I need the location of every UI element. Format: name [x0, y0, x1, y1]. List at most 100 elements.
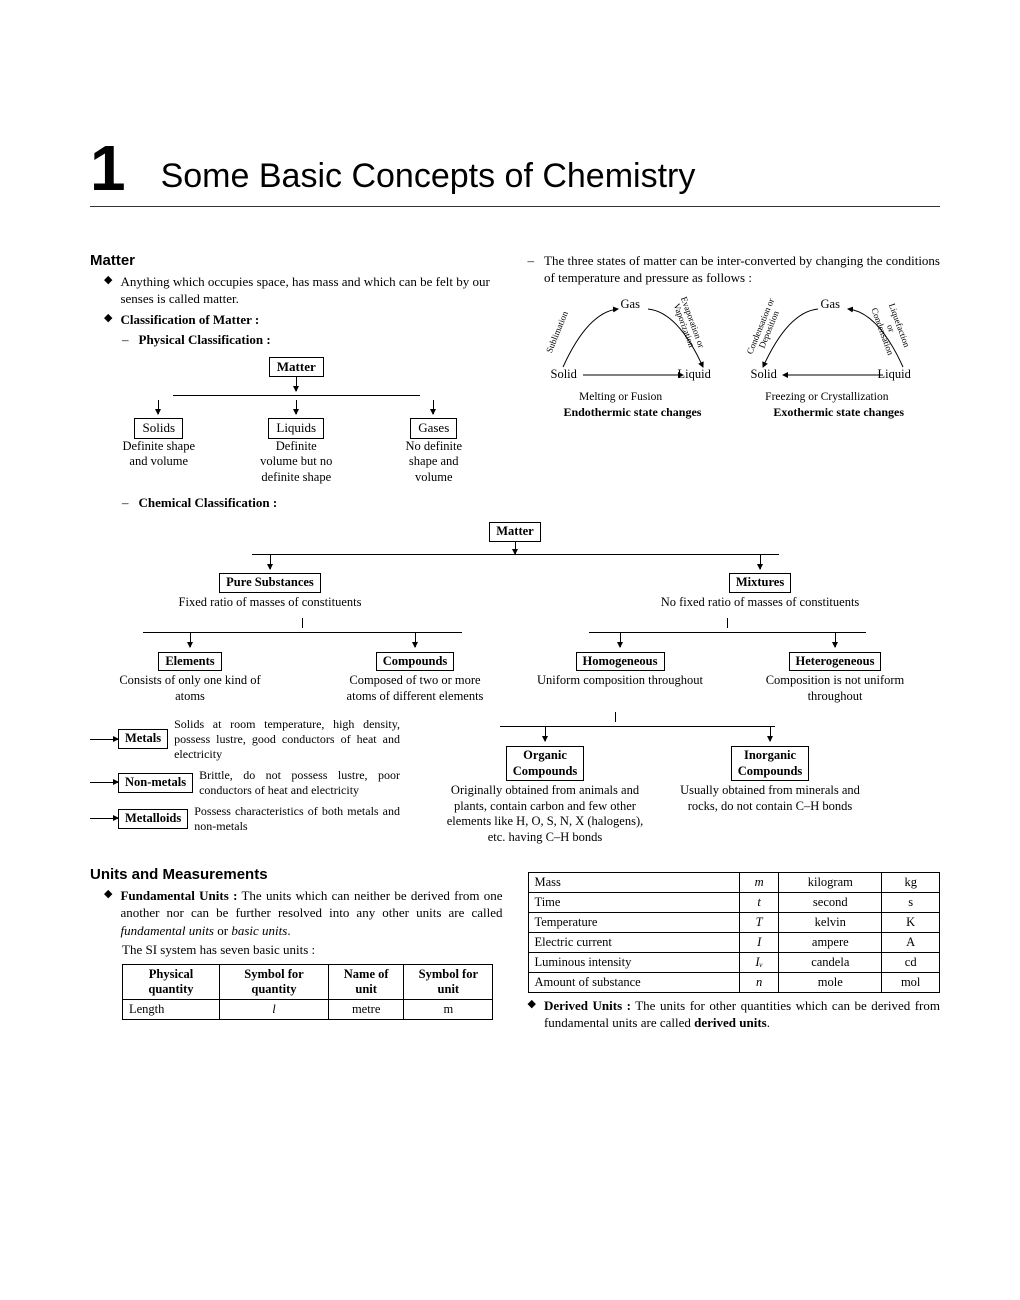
diamond-bullet-icon: ◆ — [104, 887, 112, 940]
phys-heading-item: – Physical Classification : — [90, 331, 503, 349]
solid-label: Solid — [551, 367, 577, 382]
mix-box: Mixtures — [729, 573, 791, 593]
nonmetals-row: Non-metals Brittle, do not possess lustr… — [90, 768, 400, 798]
gas-label-2: Gas — [821, 297, 840, 312]
compounds-children: OrganicCompounds Originally obtained fro… — [400, 711, 940, 846]
cell-unit: second — [779, 892, 882, 912]
dash-bullet-icon: – — [528, 252, 535, 287]
states-intro-text: The three states of matter can be inter-… — [544, 252, 940, 287]
derived-label: Derived Units : — [544, 998, 631, 1013]
state-captions: Melting or Fusion Freezing or Crystalliz… — [528, 389, 941, 420]
th-quantity: Physical quantity — [123, 965, 220, 1000]
elements-box: Elements — [158, 652, 221, 672]
mix-children: Homogeneous Uniform composition througho… — [515, 617, 940, 705]
chem-root-row: Matter — [90, 522, 940, 542]
left-column: Matter ◆ Anything which occupies space, … — [90, 252, 503, 514]
state-change-diagram: Gas Solid Liquid Sublimation Evaporation… — [528, 297, 941, 427]
pure-box: Pure Substances — [219, 573, 321, 593]
cell-symbol: Iᵥ — [740, 952, 779, 972]
cell-symbol: l — [219, 1000, 328, 1020]
phys-heading-text: Physical Classification : — [139, 331, 271, 349]
elements-children: Metals Solids at room temperature, high … — [90, 711, 400, 846]
physical-states-row: Solids Definite shape and volume Liquids… — [90, 400, 503, 486]
cell-unit-symbol: cd — [882, 952, 940, 972]
arrow-right-icon — [90, 768, 118, 798]
class-heading-item: ◆ Classification of Matter : — [90, 311, 503, 329]
gases-node: Gases No definite shape and volume — [365, 400, 503, 486]
solids-node: Solids Definite shape and volume — [90, 400, 228, 486]
cell-unit: candela — [779, 952, 882, 972]
dash-bullet-icon: – — [122, 494, 129, 512]
chemical-classification-diagram: Matter Pure Substances Fixed ratio of ma… — [90, 522, 940, 846]
physical-classification-diagram: Matter Solids Definite shape and volume … — [90, 357, 503, 486]
v-connector — [302, 618, 303, 628]
arrow-down-icon — [545, 727, 546, 741]
chem-root-box: Matter — [489, 522, 540, 542]
diamond-bullet-icon: ◆ — [104, 311, 112, 329]
dash-bullet-icon: – — [122, 331, 129, 349]
arrow-down-icon — [835, 633, 836, 647]
th-unit-symbol: Symbol for unit — [404, 965, 493, 1000]
homo-node: Homogeneous Uniform composition througho… — [535, 633, 705, 705]
mix-node: Mixtures No fixed ratio of masses of con… — [660, 555, 860, 611]
table-header-row: Physical quantity Symbol for quantity Na… — [123, 965, 493, 1000]
exo-caption: Exothermic state changes — [773, 405, 904, 420]
matter-root-box: Matter — [269, 357, 324, 377]
si-table-left: Physical quantity Symbol for quantity Na… — [122, 964, 493, 1020]
units-right: Massmkilogramkg Timetseconds Temperature… — [528, 866, 941, 1035]
cell-unit-symbol: A — [882, 932, 940, 952]
liquids-desc3: definite shape — [261, 470, 331, 484]
cell-unit: metre — [328, 1000, 403, 1020]
table-row: Timetseconds — [528, 892, 940, 912]
arrow-down-icon — [190, 633, 191, 647]
cell-unit-symbol: K — [882, 912, 940, 932]
hetero-desc: Composition is not uniform throughout — [750, 673, 920, 704]
arrow-down-icon — [770, 727, 771, 741]
elements-desc: Consists of only one kind of atoms — [110, 673, 270, 704]
arrow-down-icon — [296, 377, 297, 391]
table-row: Massmkilogramkg — [528, 872, 940, 892]
cell-unit-symbol: s — [882, 892, 940, 912]
cell-quantity: Length — [123, 1000, 220, 1020]
h-connector — [173, 395, 421, 396]
compounds-desc: Composed of two or more atoms of differe… — [335, 673, 495, 704]
cell-unit: mole — [779, 972, 882, 992]
metals-desc: Solids at room temperature, high density… — [174, 717, 400, 762]
liquids-desc1: Definite — [276, 439, 317, 453]
elements-node: Elements Consists of only one kind of at… — [110, 633, 270, 705]
derived-units-item: ◆ Derived Units : The units for other qu… — [528, 997, 941, 1032]
metals-box: Metals — [118, 729, 168, 749]
arrow-down-icon — [515, 542, 516, 554]
gases-desc3: volume — [415, 470, 453, 484]
cell-quantity: Amount of substance — [528, 972, 740, 992]
organic-box: OrganicCompounds — [506, 746, 585, 781]
fund-units-item: ◆ Fundamental Units : The units which ca… — [90, 887, 503, 940]
v-connector — [615, 712, 616, 722]
matter-def-item: ◆ Anything which occupies space, has mas… — [90, 273, 503, 308]
table-row: Luminous intensityIᵥcandelacd — [528, 952, 940, 972]
chapter-header: 1 Some Basic Concepts of Chemistry — [90, 140, 940, 207]
arrow-down-icon — [296, 400, 297, 414]
solids-box: Solids — [134, 418, 183, 438]
th-symbol-qty: Symbol for quantity — [219, 965, 328, 1000]
chem-level2: Elements Consists of only one kind of at… — [90, 617, 940, 705]
chem-level3: Metals Solids at room temperature, high … — [90, 711, 940, 846]
arrow-down-icon — [433, 400, 434, 414]
organic-desc: Originally obtained from animals and pla… — [440, 783, 650, 846]
inorganic-desc: Usually obtained from minerals and rocks… — [675, 783, 865, 814]
right-column: – The three states of matter can be inte… — [528, 252, 941, 514]
cell-unit-symbol: m — [404, 1000, 493, 1020]
matter-def-text: Anything which occupies space, has mass … — [120, 273, 502, 308]
hetero-box: Heterogeneous — [789, 652, 882, 672]
units-left: Units and Measurements ◆ Fundamental Uni… — [90, 866, 503, 1035]
organic-node: OrganicCompounds Originally obtained fro… — [440, 727, 650, 845]
chem-root-node: Matter — [489, 522, 540, 542]
cell-quantity: Electric current — [528, 932, 740, 952]
arrow-right-icon — [90, 717, 118, 762]
arrow-down-icon — [158, 400, 159, 414]
liquid-label-2: Liquid — [878, 367, 911, 382]
v-connector — [727, 618, 728, 628]
table-row: Length l metre m — [123, 1000, 493, 1020]
si-intro: The SI system has seven basic units : — [122, 942, 503, 958]
arrow-down-icon — [270, 555, 271, 569]
